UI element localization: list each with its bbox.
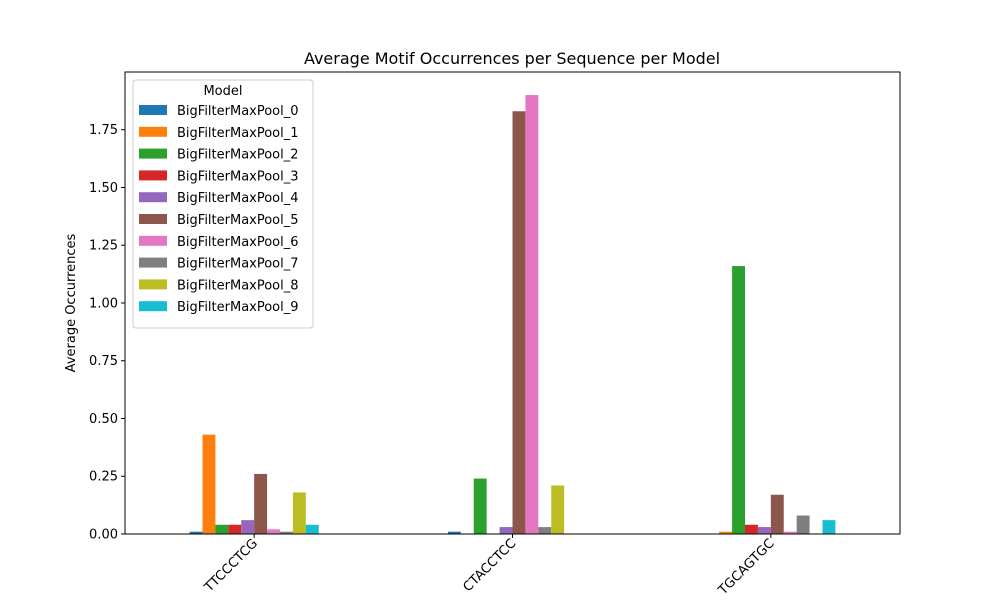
legend-label: BigFilterMaxPool_9 [177, 300, 299, 315]
bar [796, 515, 810, 534]
bar [241, 520, 255, 534]
bar [822, 520, 836, 534]
legend-label: BigFilterMaxPool_1 [177, 126, 299, 141]
legend-swatch [139, 214, 167, 224]
bar [254, 473, 268, 534]
legend-swatch [139, 126, 167, 137]
bar [770, 494, 784, 534]
legend-swatch [139, 105, 167, 115]
y-tick-label: 1.75 [89, 123, 118, 138]
bar [447, 531, 461, 534]
y-tick-label: 1.50 [89, 181, 118, 196]
y-tick-label: 0.25 [89, 470, 118, 485]
bar [512, 111, 526, 534]
legend-label: BigFilterMaxPool_6 [177, 235, 299, 250]
y-tick-label: 0.75 [89, 354, 118, 369]
legend: Model BigFilterMaxPool_0 BigFilterMaxPool_… [132, 79, 314, 329]
legend-label: BigFilterMaxPool_7 [177, 257, 299, 272]
bar [719, 531, 733, 534]
legend-swatch [139, 148, 167, 159]
legend-swatch [139, 235, 167, 246]
y-tick-label: 0.00 [89, 528, 118, 543]
y-tick-label: 1.25 [89, 239, 118, 254]
legend-label: BigFilterMaxPool_2 [177, 148, 299, 163]
bar [267, 529, 280, 534]
legend-swatch [139, 170, 167, 181]
legend-swatch [139, 192, 167, 203]
bar [215, 524, 229, 534]
legend-label: BigFilterMaxPool_5 [177, 213, 299, 228]
legend-box [132, 79, 314, 329]
legend-swatch [139, 301, 167, 312]
bar [757, 527, 771, 534]
bar [280, 531, 293, 534]
bar [292, 492, 306, 534]
legend-label: BigFilterMaxPool_8 [177, 278, 299, 293]
bar [473, 478, 487, 534]
y-tick-label: 1.00 [89, 296, 118, 311]
bar [783, 531, 797, 534]
x-tick-label: TTCCCTCG [201, 536, 261, 596]
legend-swatch [139, 279, 167, 290]
bar [305, 524, 319, 534]
x-tick-label: TGCAGTGC [715, 536, 778, 599]
bar [499, 527, 513, 534]
y-tick-label: 0.50 [89, 412, 118, 427]
legend-title: Model [203, 84, 242, 99]
bar [745, 524, 758, 534]
bar [551, 485, 565, 534]
legend-swatch [139, 257, 167, 268]
bar [189, 531, 203, 534]
bar [732, 266, 745, 534]
legend-label: BigFilterMaxPool_0 [177, 104, 299, 119]
bar [202, 434, 216, 534]
bar [525, 95, 539, 535]
y-axis-title: Average Occurrences [64, 233, 79, 372]
x-tick-label: CTACCTCC [461, 536, 520, 595]
plot-frame [124, 71, 901, 535]
legend-label: BigFilterMaxPool_4 [177, 191, 299, 206]
legend-label: BigFilterMaxPool_3 [177, 169, 299, 184]
bar [228, 524, 242, 534]
chart-title: Average Motif Occurrences per Sequence p… [304, 49, 720, 68]
bar [538, 527, 552, 534]
